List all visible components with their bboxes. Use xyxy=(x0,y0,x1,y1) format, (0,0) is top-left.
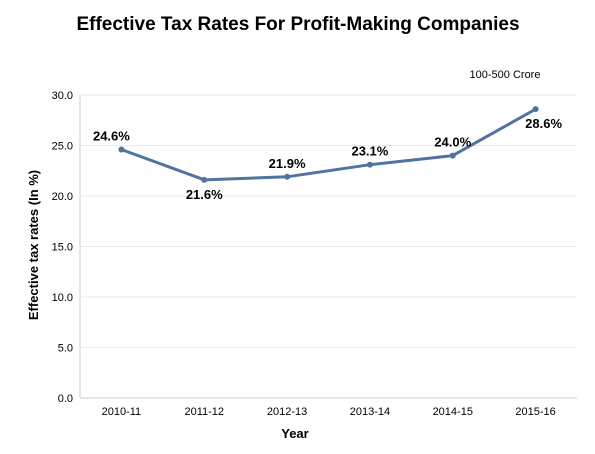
series-line xyxy=(119,107,538,182)
x-tick-label: 2010-11 xyxy=(102,406,142,418)
data-label: 24.0% xyxy=(434,135,471,150)
data-point xyxy=(532,106,539,113)
x-tick-label: 2011-12 xyxy=(184,406,224,418)
x-tick-label: 2014-15 xyxy=(433,406,473,418)
data-point xyxy=(284,173,291,180)
x-axis-label: Year xyxy=(281,426,308,441)
y-tick-label: 25.0 xyxy=(52,141,73,153)
y-tick-label: 10.0 xyxy=(52,292,73,304)
y-tick-label: 5.0 xyxy=(58,343,73,355)
y-tick-label: 15.0 xyxy=(52,242,73,254)
data-labels: 24.6% 21.6% 21.9% 23.1% 24.0% 28.6% xyxy=(93,116,562,202)
data-label: 28.6% xyxy=(525,116,562,131)
gridlines xyxy=(80,94,577,348)
data-label: 23.1% xyxy=(351,144,388,159)
data-point xyxy=(449,152,456,159)
series-line-group xyxy=(118,106,539,183)
legend-label: 100-500 Crore xyxy=(470,69,541,81)
y-tick-label: 30.0 xyxy=(52,90,73,102)
x-tick-label: 2015-16 xyxy=(515,406,555,418)
data-point xyxy=(118,146,125,153)
y-tick-label: 20.0 xyxy=(52,191,73,203)
axes xyxy=(79,95,577,399)
data-point xyxy=(366,161,373,168)
data-label: 24.6% xyxy=(93,129,130,144)
x-tick-label: 2013-14 xyxy=(350,406,390,418)
y-tick-label: 0.0 xyxy=(58,393,73,405)
x-tick-labels: 2010-11 2011-12 2012-13 2013-14 2014-15 2015-… xyxy=(102,406,556,418)
data-point xyxy=(201,176,208,183)
data-label: 21.6% xyxy=(186,187,223,202)
y-tick-labels: 0.0 5.0 10.0 15.0 20.0 25.0 30.0 xyxy=(52,90,73,405)
chart-title: Effective Tax Rates For Profit-Making Co… xyxy=(76,14,519,35)
data-label: 21.9% xyxy=(269,156,306,171)
x-tick-label: 2012-13 xyxy=(267,406,307,418)
y-axis-label: Effective tax rates (In %) xyxy=(26,170,41,320)
